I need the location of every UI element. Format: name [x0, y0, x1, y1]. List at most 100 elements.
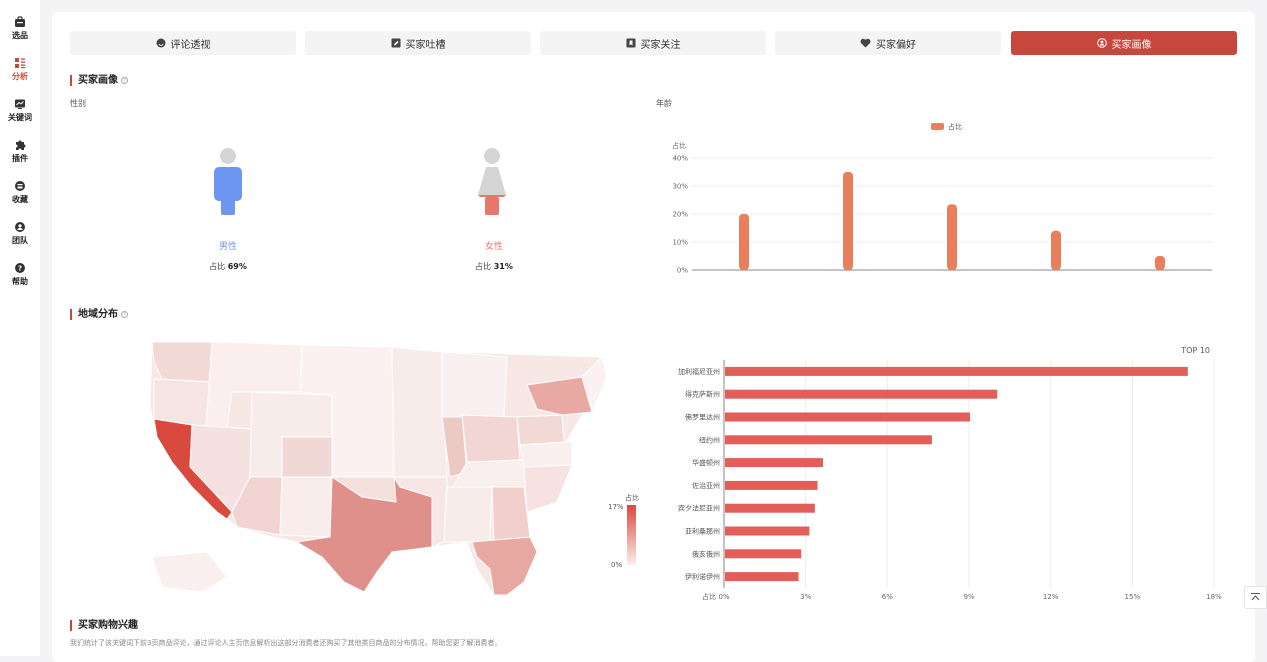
state-florida	[471, 536, 538, 596]
legend-title: 占比	[625, 494, 639, 502]
sidebar-item-label: 帮助	[12, 277, 28, 286]
y-tick-label: 0%	[677, 267, 688, 275]
tab-buyer-preference[interactable]: 买家偏好	[775, 31, 1001, 55]
legend-min: 0%	[611, 561, 623, 569]
archive-icon	[15, 181, 25, 191]
age-bar	[947, 204, 957, 270]
x-tick-label: 51+	[1153, 275, 1168, 276]
back-to-top-button[interactable]	[1244, 586, 1267, 609]
heart-icon	[860, 38, 871, 48]
legend-swatch	[931, 123, 944, 130]
y-tick-label: 10%	[672, 239, 688, 247]
male-figure-icon	[214, 148, 242, 215]
y-tick-label: 40%	[672, 155, 688, 163]
bookmark-icon	[626, 38, 635, 48]
age-bar	[1155, 256, 1165, 270]
sidebar-item-label: 团队	[12, 236, 28, 245]
sidebar-item-label: 关键词	[8, 113, 32, 122]
region-bar	[725, 458, 823, 468]
edit-icon	[391, 38, 400, 48]
x-tick-label: 15%	[1125, 593, 1141, 600]
tab-buyer-focus[interactable]: 买家关注	[540, 31, 766, 55]
x-tick-label: 31-40	[942, 275, 962, 276]
tab-buyer-persona[interactable]: 买家画像	[1011, 31, 1237, 55]
keyword-icon	[15, 99, 25, 109]
us-region-map	[149, 341, 608, 596]
x-tick-label: 18%	[1206, 593, 1222, 600]
x-tick-label: 24-30	[838, 275, 858, 276]
region-bar	[725, 435, 932, 445]
y-tick-label: 伊利诺伊州	[685, 572, 720, 581]
age-bar	[739, 214, 749, 270]
y-tick-label: 加利福尼亚州	[678, 367, 720, 376]
tab-review-insight[interactable]: 评论透视	[70, 31, 296, 55]
region-bar	[725, 412, 970, 422]
sidebar-item-label: 收藏	[12, 195, 28, 204]
y-tick-label: 20%	[672, 211, 688, 219]
region-bar	[725, 503, 815, 513]
sidebar-item-label: 选品	[12, 31, 28, 40]
female-label: 女性	[484, 242, 503, 252]
sidebar-item-select[interactable]: 选品	[0, 16, 40, 41]
y-tick-label: 俄亥俄州	[692, 549, 720, 558]
region-bar	[725, 526, 810, 536]
region-bar	[725, 572, 799, 582]
chart-title: TOP 10	[1180, 346, 1210, 355]
persona-icon	[1096, 38, 1107, 48]
male-label: 男性	[218, 242, 237, 252]
x-axis-title: 占比	[702, 592, 716, 600]
gender-label: 性别	[70, 99, 86, 108]
sidebar-item-keyword[interactable]: 关键词	[0, 98, 40, 123]
y-tick-label: 宾夕法尼亚州	[678, 504, 720, 513]
y-tick-label: 亚利桑那州	[685, 527, 720, 536]
bag-icon	[15, 16, 25, 27]
interest-description: 我们统计了该关键词下前3页商品评论，通过评论人主页信息解析出这部分消费者还购买了…	[70, 639, 502, 647]
sidebar-item-analysis[interactable]: 分析	[0, 57, 40, 82]
x-tick-label: 12%	[1043, 593, 1059, 600]
sidebar-item-help[interactable]: ? 帮助	[0, 262, 40, 287]
sidebar-item-plugin[interactable]: 插件	[0, 139, 40, 164]
x-tick-label: 0%	[718, 593, 729, 600]
state-new-york	[526, 376, 593, 416]
help-circle-icon[interactable]: ?	[121, 76, 128, 84]
y-axis-title: 占比	[672, 141, 686, 150]
region-bar	[725, 366, 1188, 376]
male-ratio: 占比 69%	[209, 262, 247, 271]
section-title-persona: 买家画像?	[70, 75, 128, 86]
sidebar: 选品 分析 关键词 插件 收藏 团队 ? 帮助	[0, 0, 40, 656]
y-tick-label: 纽约州	[699, 435, 720, 444]
sidebar-item-team[interactable]: 团队	[0, 221, 40, 246]
user-circle-icon	[15, 222, 25, 232]
x-tick-label: 3%	[800, 593, 811, 600]
female-figure-icon	[478, 148, 506, 215]
legend-max: 17%	[608, 503, 624, 511]
y-tick-label: 华盛顿州	[692, 458, 720, 467]
tab-buyer-complaints[interactable]: 买家吐槽	[305, 31, 531, 55]
age-bar	[843, 172, 853, 270]
legend-label: 占比	[948, 122, 962, 131]
analysis-icon	[15, 58, 25, 69]
help-icon: ?	[15, 263, 25, 273]
chat-icon	[156, 38, 165, 48]
region-bar	[725, 389, 998, 399]
x-tick-label: 9%	[963, 593, 974, 600]
sidebar-item-label: 分析	[12, 72, 28, 81]
region-bar	[725, 549, 802, 559]
arrow-up-icon	[1251, 593, 1260, 601]
state-washington	[151, 341, 213, 383]
x-tick-label: 18-23	[734, 275, 754, 276]
x-tick-label: 41-50	[1046, 275, 1066, 276]
age-bar	[1051, 230, 1061, 270]
section-title-interest: 买家购物兴趣	[70, 620, 138, 631]
y-tick-label: 佛罗里达州	[685, 413, 720, 422]
sidebar-item-label: 插件	[12, 154, 28, 163]
age-label: 年龄	[656, 99, 672, 108]
x-tick-label: 6%	[882, 593, 893, 600]
section-title-region: 地域分布?	[70, 309, 128, 320]
sidebar-item-collect[interactable]: 收藏	[0, 180, 40, 205]
help-circle-icon[interactable]: ?	[121, 310, 128, 318]
region-bar	[725, 480, 818, 490]
y-tick-label: 30%	[672, 183, 688, 191]
legend-gradient	[627, 505, 636, 565]
region-top10-chart: TOP 10 0% 3% 6% 9% 12% 15% 18% 占比 加利福尼亚州得克萨斯州佛罗里达…	[678, 346, 1222, 600]
